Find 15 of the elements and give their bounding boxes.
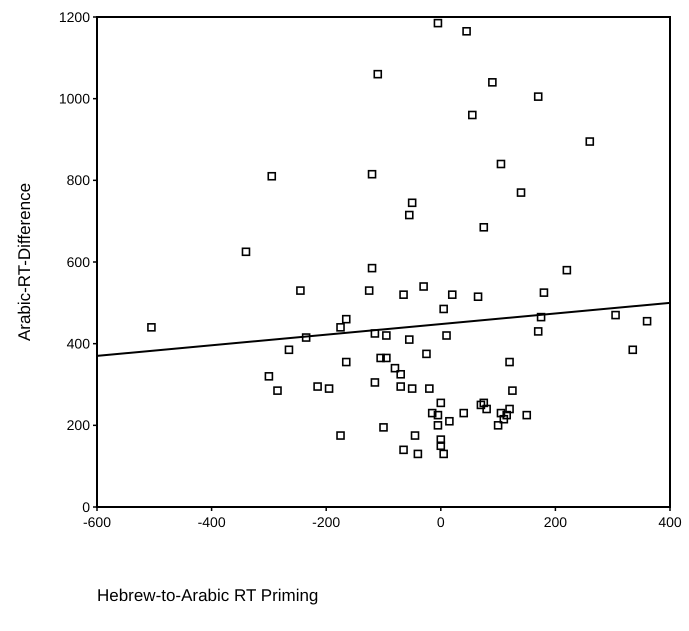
y-tick-label: 1200 (58, 8, 90, 25)
y-axis-title: Arabic-RT-Difference (15, 182, 34, 342)
y-tick-label: 600 (66, 254, 90, 270)
x-tick-label: 0 (436, 514, 445, 530)
x-tick-label: 400 (658, 514, 682, 530)
x-tick-label: 200 (544, 514, 568, 530)
y-tick-label: 1000 (58, 90, 90, 107)
x-tick-label: -200 (312, 514, 340, 530)
y-tick-label: 200 (66, 417, 90, 434)
y-tick-label: 0 (82, 498, 90, 515)
x-axis-title: Hebrew-to-Arabic RT Priming (97, 586, 318, 605)
y-tick-label: 800 (66, 172, 90, 188)
x-tick-label: -400 (198, 514, 226, 530)
x-tick-label: -600 (82, 514, 112, 530)
y-tick-label: 400 (66, 336, 90, 352)
